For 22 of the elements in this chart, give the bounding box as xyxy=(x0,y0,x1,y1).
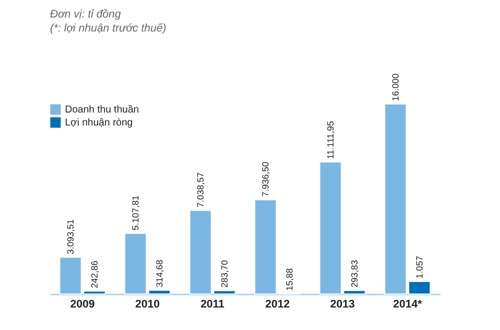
data-label: 242,86 xyxy=(89,260,100,288)
x-tick-label: 2011 xyxy=(200,298,224,310)
data-label: 1.057 xyxy=(414,256,424,278)
data-label: 16.000 xyxy=(390,73,401,101)
chart-subtitle: (*: lợi nhuận trước thuế) xyxy=(50,22,167,34)
data-label: 3.093,51 xyxy=(66,219,76,254)
data-label: 15,88 xyxy=(284,268,294,291)
data-label: 7.038,57 xyxy=(196,172,206,208)
data-label: 283,70 xyxy=(219,260,230,288)
data-label: 314,68 xyxy=(154,260,164,288)
x-tick-label: 2010 xyxy=(135,298,160,310)
x-tick-label: 2009 xyxy=(70,298,95,310)
legend-label: Lợi nhuận ròng xyxy=(65,118,133,128)
x-tick-label: 2013 xyxy=(330,298,355,310)
data-label: 7.936,50 xyxy=(260,162,271,197)
data-label: 5.107,81 xyxy=(130,195,141,230)
chart-title: Đơn vị: tỉ đồng xyxy=(50,8,122,20)
data-label: 293,83 xyxy=(349,260,360,288)
x-tick-label: 2014* xyxy=(393,298,423,310)
legend-label: Doanh thu thuần xyxy=(65,104,139,116)
data-label: 11.111,95 xyxy=(326,121,336,160)
x-tick-label: 2012 xyxy=(265,298,290,310)
